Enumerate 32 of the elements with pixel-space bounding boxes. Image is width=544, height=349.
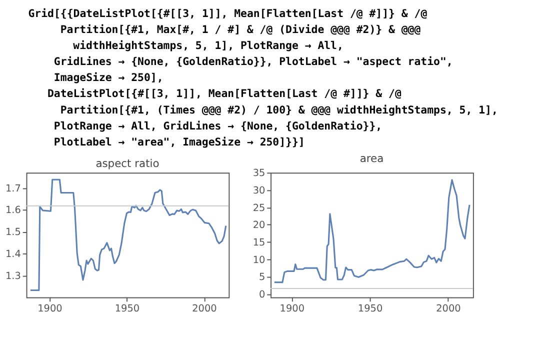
line-series xyxy=(274,179,470,284)
y-tick-label: 1.5 xyxy=(5,227,21,238)
chart-title: aspect ratio xyxy=(96,156,160,170)
y-tick-label: 1.3 xyxy=(5,270,21,282)
text: GridLines → {None, {GoldenRatio}}, PlotLabel → "aspect ratio", xyxy=(54,55,453,68)
text: DateListPlot[{#[[3, 1]], Mean[Flatten[Last /@ #]]} & /@ xyxy=(47,87,402,100)
y-tick-label: 1.6 xyxy=(5,205,21,216)
y-tick-label: 35 xyxy=(252,168,266,180)
chart-title: area xyxy=(360,152,384,165)
x-tick-label: 2000 xyxy=(436,303,461,314)
y-tick-label: 30 xyxy=(252,185,266,196)
text: ImageSize → 250], xyxy=(54,71,164,84)
x-tick-label: 1900 xyxy=(38,303,62,314)
y-tick-label: 0 xyxy=(259,290,266,300)
y-tick-label: 20 xyxy=(252,220,266,232)
y-tick-label: 1.7 xyxy=(5,183,21,194)
x-tick-label: 2000 xyxy=(192,303,217,314)
x-tick-label: 1950 xyxy=(114,303,140,314)
x-tick-label: 1950 xyxy=(358,303,383,314)
y-tick-label: 5 xyxy=(259,272,266,284)
y-tick-label: 15 xyxy=(252,237,266,248)
text: PlotLabel → "area", ImageSize → 250]}}] xyxy=(54,135,305,148)
text: Partition[{#1, (Times @@@ #2) / 100} & @@@ widthHeightStamps, 5, 1], xyxy=(60,103,498,116)
y-tick-label: 25 xyxy=(252,202,266,214)
y-tick-label: 10 xyxy=(252,254,266,266)
text: Grid[{{DateListPlot[{#[[3, 1]], Mean[Flatten[Last /@ #]]} & /@ xyxy=(28,6,428,20)
text: widthHeightStamps, 5, 1], PlotRange → All, xyxy=(73,39,344,52)
x-tick-label: 1900 xyxy=(280,303,304,314)
text: PlotRange → All, GridLines → {None, {GoldenRatio}}, xyxy=(54,119,382,132)
line-series xyxy=(30,178,227,292)
y-tick-label: 1.4 xyxy=(5,248,21,260)
text: Partition[{#1, Max[#, 1 / #] & /@ (Divide @@@ #2)} & @@@ xyxy=(60,23,422,36)
